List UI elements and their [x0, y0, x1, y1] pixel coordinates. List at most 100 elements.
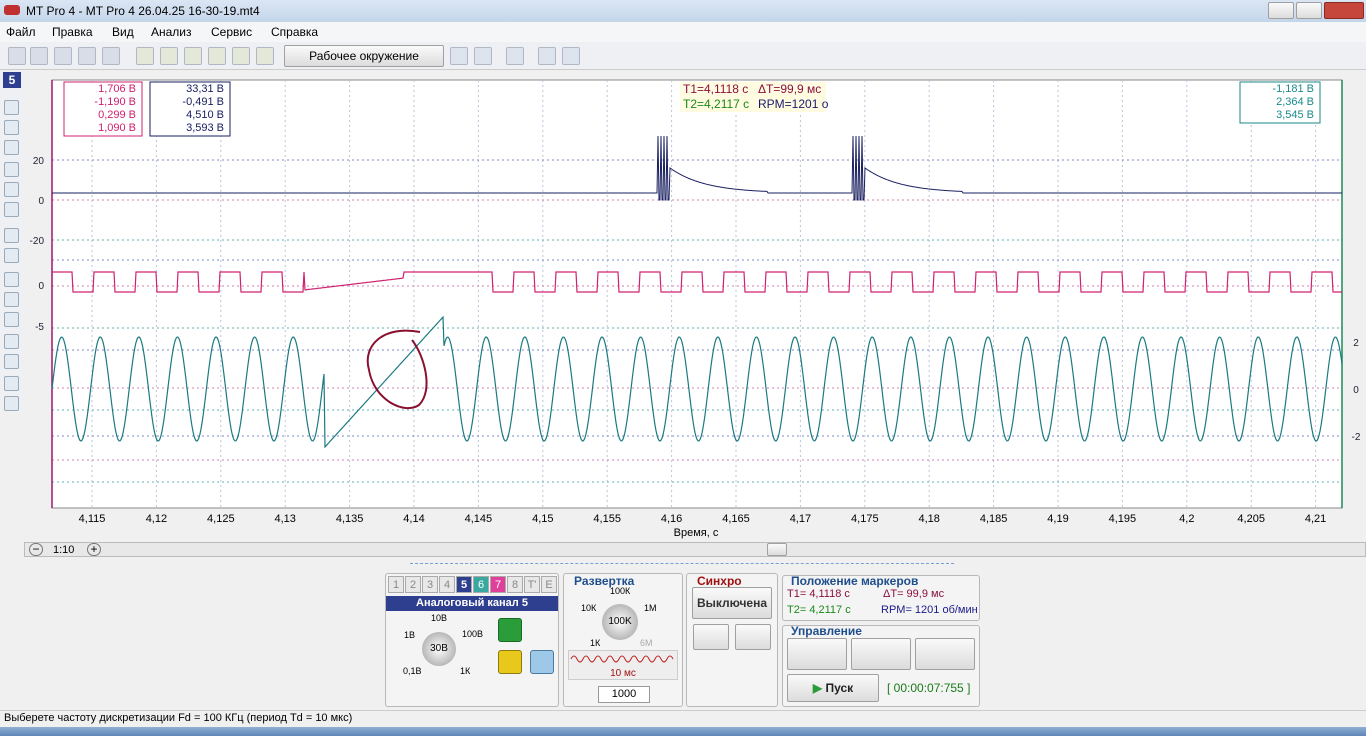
scrollbar[interactable]: − 1:10 +: [24, 542, 1366, 557]
side-button[interactable]: [4, 396, 19, 411]
marker-t2: T2= 4,2117 с: [787, 604, 851, 616]
x-tick-label: 4,195: [1109, 513, 1137, 525]
channel-panel: 12345678T'E Аналоговый канал 5 30В 10В 1…: [385, 573, 559, 707]
side-button[interactable]: [4, 312, 19, 327]
edge-down[interactable]: [735, 624, 771, 650]
channel-tab[interactable]: 5: [456, 576, 472, 593]
scroll-thumb[interactable]: [767, 543, 787, 556]
side-button[interactable]: [4, 100, 19, 115]
maximize[interactable]: [1296, 2, 1322, 19]
channel-tab[interactable]: 7: [490, 576, 506, 593]
sweep-knob[interactable]: 100K: [602, 604, 638, 640]
mode-record[interactable]: [915, 638, 975, 670]
toolbar-button[interactable]: [562, 47, 580, 65]
channel-tab[interactable]: 1: [388, 576, 404, 593]
zoom-level: 1:10: [53, 544, 74, 556]
menu-item[interactable]: Правка: [52, 25, 93, 39]
side-button[interactable]: [4, 354, 19, 369]
sweep-wave: [569, 651, 677, 665]
menu-item[interactable]: Справка: [271, 25, 318, 39]
side-button[interactable]: [4, 272, 19, 287]
menu-item[interactable]: Анализ: [151, 25, 192, 39]
panel-splitter[interactable]: [410, 563, 954, 569]
x-tick-label: 4,155: [593, 513, 621, 525]
y-label-teal: 2: [1353, 338, 1359, 349]
toolbar-button[interactable]: [78, 47, 96, 65]
x-tick-label: 4,185: [980, 513, 1008, 525]
side-button[interactable]: [4, 140, 19, 155]
x-tick-label: 4,135: [336, 513, 364, 525]
knob-label: 1К: [590, 638, 600, 648]
side-button[interactable]: [4, 182, 19, 197]
side-button[interactable]: [4, 202, 19, 217]
toolbar-button[interactable]: [450, 47, 468, 65]
sync-button[interactable]: Выключена: [692, 587, 772, 619]
side-button[interactable]: [4, 334, 19, 349]
toolbar-button[interactable]: [256, 47, 274, 65]
toolbar-button[interactable]: [538, 47, 556, 65]
calc-button[interactable]: [530, 650, 554, 674]
edge-up[interactable]: [693, 624, 729, 650]
cursor-dt: ΔT=99,9 мс: [758, 82, 821, 96]
start-button[interactable]: ▶ Пуск: [787, 674, 879, 702]
minimize[interactable]: [1268, 2, 1294, 19]
x-tick-label: 4,21: [1305, 513, 1326, 525]
toolbar-button[interactable]: [54, 47, 72, 65]
menu-item[interactable]: Файл: [6, 25, 36, 39]
measure-value: 1,706 В: [98, 83, 136, 95]
knob-label: 0,1В: [403, 666, 422, 676]
y-label-navy: 20: [33, 156, 45, 167]
sweep-preview: 10 мс: [568, 650, 678, 680]
channel-tab[interactable]: 6: [473, 576, 489, 593]
x-tick-label: 4,18: [918, 513, 939, 525]
side-button[interactable]: [4, 248, 19, 263]
toolbar-button[interactable]: [102, 47, 120, 65]
sweep-panel: Развертка 100K 100К 10К 1М 1К 6М 10 мс 1…: [563, 573, 683, 707]
side-button[interactable]: [4, 120, 19, 135]
mode-continuous[interactable]: [851, 638, 911, 670]
y-label-pink: 0: [38, 281, 44, 292]
toolbar-button[interactable]: [160, 47, 178, 65]
mode-single[interactable]: [787, 638, 847, 670]
toolbar-button[interactable]: [474, 47, 492, 65]
marker-rpm: RPM= 1201 об/мин: [881, 604, 978, 616]
measure-value: 33,31 В: [186, 83, 224, 95]
toolbar-button[interactable]: [8, 47, 26, 65]
panel-title: Положение маркеров: [791, 574, 918, 588]
zoom-in[interactable]: +: [87, 543, 101, 556]
channel-tab[interactable]: T': [524, 576, 540, 593]
toolbar-button[interactable]: [136, 47, 154, 65]
cursor-t2: T2=4,2117 с: [683, 97, 749, 111]
close[interactable]: [1324, 2, 1364, 19]
marker-t1: T1= 4,1118 с: [787, 588, 850, 600]
menu-item[interactable]: Вид: [112, 25, 134, 39]
y-label-teal: -2: [1352, 432, 1361, 443]
y-label-pink: -5: [35, 322, 44, 333]
plot-area: [52, 80, 1342, 508]
power-button[interactable]: [498, 618, 522, 642]
channel-tab[interactable]: 3: [422, 576, 438, 593]
play-button[interactable]: [498, 650, 522, 674]
toolbar-button[interactable]: [506, 47, 524, 65]
sweep-count[interactable]: 1000: [598, 686, 650, 703]
toolbar-button[interactable]: [184, 47, 202, 65]
channel-tab[interactable]: 4: [439, 576, 455, 593]
menu-item[interactable]: Сервис: [211, 25, 252, 39]
toolbar-button[interactable]: [232, 47, 250, 65]
side-button[interactable]: [4, 162, 19, 177]
toolbar-button[interactable]: [208, 47, 226, 65]
channel-tab[interactable]: E: [541, 576, 557, 593]
x-tick-label: 4,2: [1179, 513, 1194, 525]
side-button[interactable]: [4, 228, 19, 243]
zoom-out[interactable]: −: [29, 543, 43, 556]
toolbar-button[interactable]: [30, 47, 48, 65]
channel-tab[interactable]: 8: [507, 576, 523, 593]
cursor-t1: T1=4,1118 с: [683, 82, 748, 96]
taskbar: [0, 727, 1366, 736]
side-button[interactable]: [4, 376, 19, 391]
x-tick-label: 4,14: [403, 513, 424, 525]
channel-indicator[interactable]: 5: [3, 72, 21, 88]
side-button[interactable]: [4, 292, 19, 307]
channel-tab[interactable]: 2: [405, 576, 421, 593]
volt-knob[interactable]: 30В: [422, 632, 456, 666]
